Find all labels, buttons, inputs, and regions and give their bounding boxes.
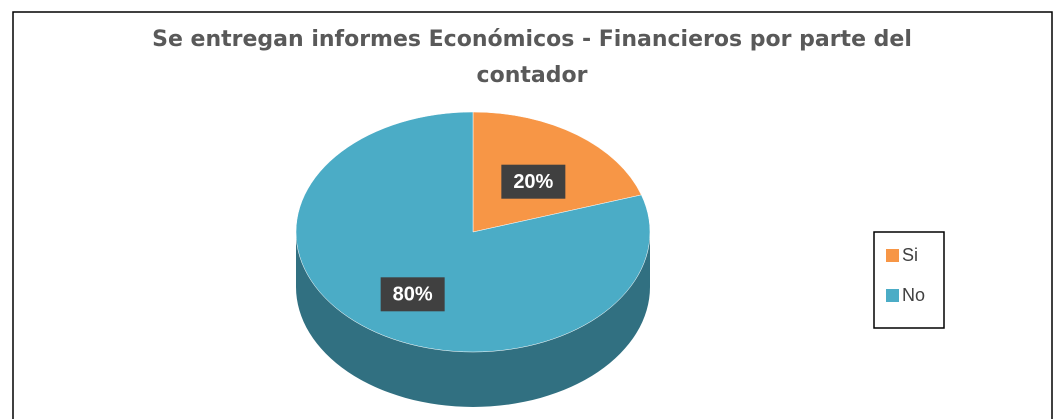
legend-label: Si [902,245,918,265]
legend-label: No [902,285,925,305]
data-label: 80% [393,284,433,306]
data-label: 20% [513,171,553,193]
data-label-box [501,164,566,199]
legend: Si No [873,231,945,329]
chart-title: Se entregan informes Económicos - Financ… [152,27,912,88]
pie: 20% 80% [295,111,651,407]
data-label-box [380,277,445,312]
pie-side [296,232,650,407]
legend-box [873,231,945,329]
legend-swatch [886,249,899,262]
legend-swatch [886,289,899,302]
